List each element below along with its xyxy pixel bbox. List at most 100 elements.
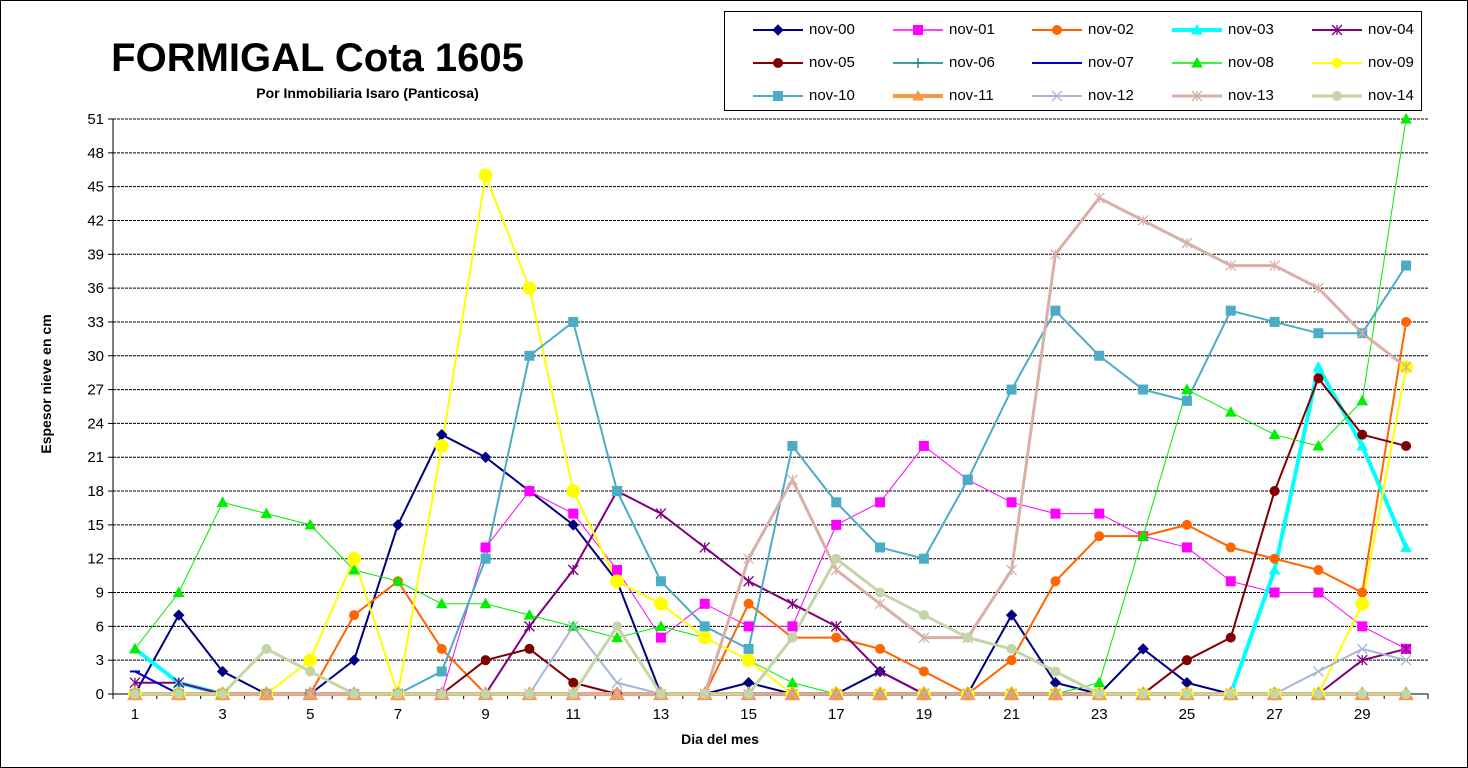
point-nov-14	[173, 689, 184, 699]
point-nov-01	[524, 486, 535, 497]
point-nov-13	[1137, 215, 1149, 226]
legend-marker	[912, 89, 924, 101]
point-nov-12	[1400, 654, 1412, 666]
x-tick-label: 1	[131, 706, 139, 723]
point-nov-12-stroke	[1400, 654, 1412, 666]
point-nov-14	[261, 643, 272, 654]
point-nov-10	[1313, 328, 1324, 339]
point-nov-13	[1356, 327, 1368, 339]
point-nov-01	[1006, 497, 1017, 508]
point-nov-13	[1006, 564, 1018, 576]
point-nov-01	[655, 632, 666, 643]
legend-item-nov-04: nov-04	[1310, 20, 1448, 40]
point-nov-14	[655, 689, 666, 699]
x-tick-label: 21	[1003, 706, 1020, 723]
x-tick-label: 15	[740, 706, 757, 723]
point-nov-08	[523, 609, 536, 620]
point-nov-13	[786, 474, 798, 486]
y-tick-label: 3	[96, 652, 104, 669]
point-nov-09	[522, 281, 537, 295]
point-nov-12-stroke	[874, 688, 886, 700]
legend-label: nov-11	[949, 87, 994, 104]
point-nov-08	[1400, 112, 1412, 124]
legend-marker	[1331, 24, 1343, 36]
point-nov-14	[1138, 689, 1149, 699]
point-nov-13	[611, 688, 623, 700]
point-nov-03	[1400, 541, 1412, 552]
point-nov-09	[1355, 597, 1370, 611]
legend-swatch	[1032, 25, 1082, 35]
y-tick-label: 51	[87, 111, 104, 128]
legend-item-nov-10: nov-10	[751, 86, 889, 106]
legend-swatch	[1172, 23, 1222, 35]
legend-swatch	[753, 91, 803, 101]
point-nov-13	[1225, 260, 1237, 272]
point-nov-08	[1268, 428, 1281, 440]
legend-item-nov-12: nov-12	[1030, 86, 1168, 106]
point-nov-12-stroke	[786, 688, 798, 700]
point-nov-08	[611, 631, 623, 643]
point-nov-01	[1357, 621, 1368, 632]
point-nov-12-stroke	[1006, 688, 1018, 700]
point-nov-03	[1268, 563, 1281, 575]
point-nov-13	[1400, 361, 1412, 373]
legend-marker	[1332, 91, 1342, 101]
point-nov-12-stroke	[567, 620, 579, 632]
point-nov-02	[1181, 519, 1192, 530]
point-nov-02	[349, 610, 360, 621]
point-nov-09	[303, 653, 318, 667]
point-nov-14	[524, 689, 535, 699]
y-tick-label: 45	[87, 179, 104, 196]
point-nov-09	[434, 439, 449, 453]
series-line-nov-00	[134, 433, 1407, 695]
point-nov-01	[918, 440, 929, 451]
point-nov-02	[743, 598, 754, 609]
point-nov-05	[1225, 632, 1236, 643]
point-nov-12	[918, 688, 930, 700]
x-tick-label: 13	[653, 706, 670, 723]
legend-marker	[1191, 90, 1203, 102]
point-nov-05	[1181, 655, 1192, 666]
point-nov-13	[1312, 282, 1324, 294]
point-nov-04	[786, 598, 798, 610]
point-nov-10	[1138, 384, 1149, 395]
legend-swatch	[1032, 90, 1082, 102]
point-nov-10	[524, 350, 535, 361]
y-tick-label: 9	[96, 585, 104, 602]
y-tick-label: 42	[87, 212, 104, 229]
point-nov-01	[1050, 508, 1061, 519]
x-tick-label: 17	[828, 706, 845, 723]
point-nov-03	[1312, 361, 1325, 372]
point-nov-02	[875, 643, 886, 654]
y-tick-label: 15	[87, 517, 104, 534]
series-line-nov-10	[134, 265, 1407, 695]
point-nov-14	[1006, 643, 1017, 654]
point-nov-10	[699, 621, 710, 632]
legend-item-nov-08: nov-08	[1170, 53, 1308, 73]
point-nov-02	[1313, 564, 1324, 575]
legend-swatch	[893, 89, 943, 101]
legend-item-nov-11: nov-11	[891, 86, 1029, 106]
legend-item-nov-00: nov-00	[751, 20, 889, 40]
point-nov-01	[699, 598, 710, 609]
point-nov-08	[1312, 439, 1325, 451]
point-nov-14	[480, 689, 491, 699]
point-nov-05	[524, 643, 535, 654]
point-nov-00	[1005, 609, 1018, 621]
point-nov-14	[1313, 689, 1324, 699]
y-tick-label: 21	[87, 449, 104, 466]
point-nov-12	[567, 620, 579, 632]
point-nov-08	[304, 518, 317, 530]
series-line-nov-14	[134, 557, 1407, 696]
point-nov-10	[436, 666, 447, 677]
point-nov-04	[830, 620, 842, 632]
legend-marker	[1332, 58, 1342, 68]
point-nov-14	[918, 610, 929, 621]
point-nov-10	[568, 316, 579, 327]
chart-legend: nov-00 nov-01 nov-02 nov-03 nov-04 nov-05 nov-…	[724, 11, 1422, 111]
legend-item-nov-14: nov-14	[1310, 86, 1448, 106]
series-line-nov-13	[134, 196, 1407, 696]
point-nov-12	[830, 688, 842, 700]
legend-swatch	[893, 25, 943, 35]
point-nov-00	[1137, 643, 1149, 655]
